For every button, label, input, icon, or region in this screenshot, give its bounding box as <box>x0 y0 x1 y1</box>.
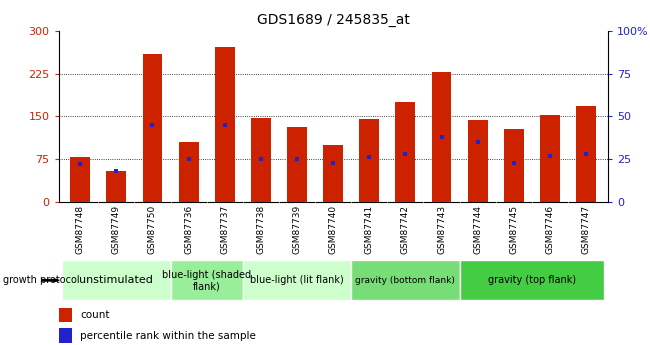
Bar <box>287 127 307 202</box>
Bar <box>107 170 126 202</box>
Bar <box>432 72 452 202</box>
Bar <box>142 54 162 202</box>
Text: blue-light (lit flank): blue-light (lit flank) <box>250 275 344 285</box>
Bar <box>214 47 235 202</box>
Bar <box>351 260 460 300</box>
Text: GSM87750: GSM87750 <box>148 205 157 254</box>
Text: GSM87749: GSM87749 <box>112 205 121 254</box>
Bar <box>359 119 379 202</box>
Bar <box>504 129 524 202</box>
Text: GSM87740: GSM87740 <box>329 205 337 254</box>
Text: GSM87741: GSM87741 <box>365 205 374 254</box>
Bar <box>468 120 488 202</box>
Text: GSM87739: GSM87739 <box>292 205 302 254</box>
Text: GSM87745: GSM87745 <box>510 205 518 254</box>
Text: GSM87736: GSM87736 <box>184 205 193 254</box>
Text: count: count <box>81 310 110 320</box>
Text: growth protocol: growth protocol <box>3 275 80 285</box>
Bar <box>460 260 604 300</box>
Text: percentile rank within the sample: percentile rank within the sample <box>81 331 256 341</box>
Text: GSM87748: GSM87748 <box>75 205 84 254</box>
Text: GSM87738: GSM87738 <box>256 205 265 254</box>
Text: GSM87746: GSM87746 <box>545 205 554 254</box>
Bar <box>243 260 351 300</box>
Bar <box>58 328 72 343</box>
Bar <box>323 145 343 202</box>
Bar <box>70 157 90 202</box>
Text: GSM87737: GSM87737 <box>220 205 229 254</box>
Title: GDS1689 / 245835_at: GDS1689 / 245835_at <box>257 13 410 27</box>
Text: GSM87744: GSM87744 <box>473 205 482 254</box>
Text: unstimulated: unstimulated <box>79 275 153 285</box>
Text: GSM87742: GSM87742 <box>401 205 410 254</box>
Text: gravity (top flank): gravity (top flank) <box>488 275 576 285</box>
Bar <box>62 260 170 300</box>
Bar <box>170 260 243 300</box>
Bar <box>179 142 198 202</box>
Bar <box>58 308 72 322</box>
Text: blue-light (shaded
flank): blue-light (shaded flank) <box>162 269 251 291</box>
Bar <box>251 118 271 202</box>
Text: gravity (bottom flank): gravity (bottom flank) <box>356 276 456 285</box>
Bar <box>576 106 596 202</box>
Text: GSM87747: GSM87747 <box>582 205 591 254</box>
Text: GSM87743: GSM87743 <box>437 205 446 254</box>
Bar <box>540 115 560 202</box>
Bar <box>395 102 415 202</box>
